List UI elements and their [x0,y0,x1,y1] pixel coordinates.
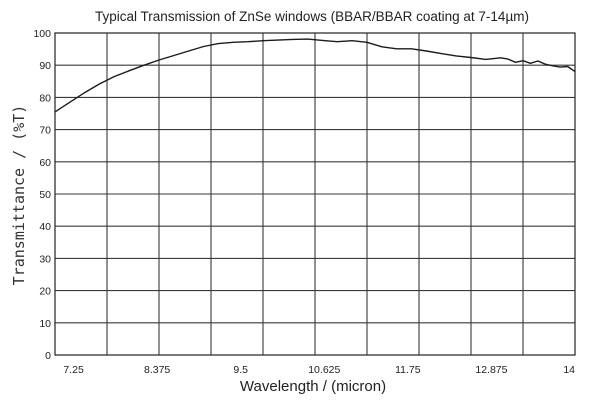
x-tick-label-3: 10.625 [308,364,340,376]
y-tick-label-5: 50 [39,189,51,201]
grid-lines [55,33,575,355]
x-tick-label-4: 11.75 [395,364,421,376]
y-tick-label-8: 80 [39,92,51,104]
chart-title: Typical Transmission of ZnSe windows (BB… [95,9,529,24]
y-tick-label-1: 10 [39,318,51,330]
y-axis-label: Transmittance / (%T) [10,105,28,286]
x-tick-label-6: 14 [563,364,575,376]
x-tick-labels: 7.25 8.375 9.5 10.625 11.75 12.875 14 [63,364,575,376]
y-tick-label-3: 30 [39,253,51,265]
x-axis-label: Wavelength / (micron) [240,378,386,395]
y-tick-label-9: 90 [39,60,51,72]
x-tick-label-1: 8.375 [144,364,170,376]
transmission-series-line [54,38,576,113]
y-tick-label-6: 60 [39,157,51,169]
y-tick-label-10: 100 [33,28,51,40]
y-tick-labels: 0 10 20 30 40 50 60 70 80 90 100 [33,28,51,362]
y-tick-label-4: 40 [39,221,51,233]
x-tick-label-0: 7.25 [63,364,84,376]
plot-frame [54,32,576,356]
y-tick-label-0: 0 [45,350,51,362]
x-tick-label-2: 9.5 [233,364,248,376]
x-tick-label-5: 12.875 [475,364,507,376]
y-tick-label-2: 20 [39,286,51,298]
y-tick-label-7: 70 [39,125,51,137]
